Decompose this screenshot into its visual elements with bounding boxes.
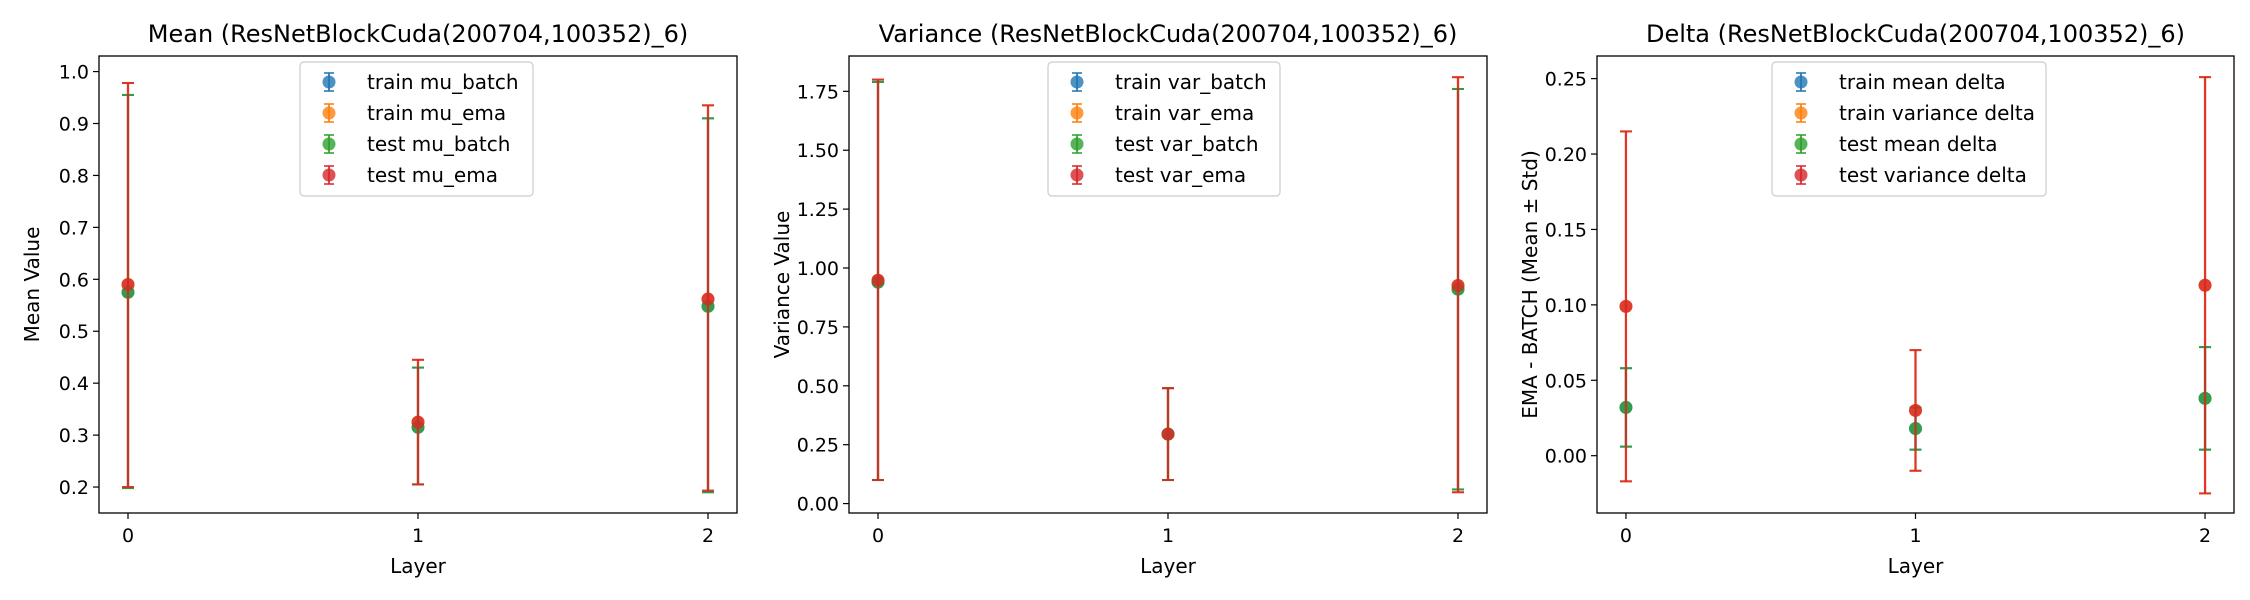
legend-label: test var_ema (1115, 163, 1246, 187)
legend-label: train variance delta (1839, 101, 2035, 125)
y-tick-label: 0.05 (1545, 370, 1587, 392)
data-point (2198, 278, 2212, 292)
legend-label: train mu_ema (367, 101, 506, 125)
legend-marker (322, 106, 336, 120)
legend-box (1771, 61, 2047, 197)
legend-marker (1794, 168, 1808, 182)
legend-label: train var_ema (1115, 101, 1254, 125)
y-tick-label: 0.15 (1545, 219, 1587, 241)
chart-title: Variance (ResNetBlockCuda(200704,100352)… (879, 20, 1458, 48)
chart-title: Delta (ResNetBlockCuda(200704,100352)_6) (1646, 20, 2185, 48)
y-tick-label: 0.5 (59, 321, 89, 343)
legend-marker (1070, 168, 1084, 182)
x-tick-label: 0 (872, 525, 884, 547)
y-tick-label: 0.00 (1545, 446, 1587, 468)
legend-marker (1794, 137, 1808, 151)
y-tick-label: 0.00 (797, 494, 839, 516)
x-axis-label: Layer (390, 554, 447, 578)
legend: train mean delta train variance delta test… (1771, 61, 2047, 197)
legend-marker (1070, 137, 1084, 151)
legend-label: test mu_batch (367, 132, 510, 156)
x-tick-label: 1 (1909, 525, 1921, 547)
legend-label: test mu_ema (367, 163, 498, 187)
series-3 (121, 82, 715, 492)
data-point (1619, 299, 1633, 313)
y-tick-label: 0.50 (797, 376, 839, 398)
legend-label: train mu_batch (367, 70, 519, 94)
y-tick-label: 0.6 (59, 269, 89, 291)
y-axis-label: Mean Value (20, 227, 44, 343)
y-tick-label: 0.3 (59, 425, 89, 447)
legend-box (1047, 61, 1281, 197)
x-axis-label: Layer (1140, 554, 1197, 578)
y-tick-label: 0.9 (59, 114, 89, 136)
data-point (871, 273, 885, 287)
legend-marker (1794, 106, 1808, 120)
data-point (1161, 427, 1175, 441)
y-tick-label: 0.7 (59, 217, 89, 239)
x-tick-label: 1 (1162, 525, 1174, 547)
series-3 (1619, 76, 2212, 495)
legend-marker (322, 168, 336, 182)
y-tick-label: 0.20 (1545, 144, 1587, 166)
legend-label: train mean delta (1839, 70, 2006, 94)
data-point (411, 415, 425, 429)
y-tick-label: 0.75 (797, 317, 839, 339)
data-point (121, 278, 135, 291)
y-tick-label: 1.00 (797, 258, 839, 280)
y-tick-label: 0.2 (59, 477, 89, 499)
y-tick-label: 0.25 (797, 435, 839, 457)
x-tick-label: 2 (702, 525, 714, 547)
y-tick-label: 1.25 (797, 199, 839, 221)
y-tick-label: 1.0 (59, 62, 89, 84)
x-tick-label: 2 (1452, 525, 1464, 547)
x-tick-label: 1 (412, 525, 424, 547)
y-tick-label: 0.4 (59, 373, 89, 395)
y-tick-label: 1.75 (797, 81, 839, 103)
y-axis-label: Variance Value (770, 211, 794, 359)
chart-panel-0: Mean (ResNetBlockCuda(200704,100352)_6) 0… (20, 20, 738, 578)
chart-title: Mean (ResNetBlockCuda(200704,100352)_6) (148, 20, 688, 48)
legend-label: test variance delta (1839, 163, 2027, 187)
legend-marker (322, 137, 336, 151)
legend-marker (1070, 106, 1084, 120)
y-tick-label: 1.50 (797, 140, 839, 162)
legend-marker (1794, 75, 1808, 89)
data-point (701, 292, 715, 306)
y-axis-label: EMA - BATCH (Mean ± Std) (1518, 150, 1542, 419)
data-point (1909, 403, 1922, 417)
x-tick-label: 0 (1620, 525, 1632, 547)
y-tick-label: 0.25 (1545, 69, 1587, 91)
data-point (1451, 278, 1465, 292)
legend-box (299, 61, 534, 197)
x-tick-label: 2 (2199, 525, 2211, 547)
legend-label: train var_batch (1115, 70, 1267, 94)
x-axis-label: Layer (1888, 554, 1945, 578)
legend-label: test var_batch (1115, 132, 1259, 156)
y-tick-label: 0.10 (1545, 295, 1587, 317)
chart-panel-2: Delta (ResNetBlockCuda(200704,100352)_6)… (1518, 20, 2235, 578)
legend-marker (1070, 75, 1084, 89)
legend-marker (322, 75, 336, 89)
x-tick-label: 0 (122, 525, 134, 547)
legend-label: test mean delta (1839, 132, 1998, 156)
chart-panel-1: Variance (ResNetBlockCuda(200704,100352)… (770, 20, 1488, 578)
series-3 (871, 76, 1465, 494)
y-tick-label: 0.8 (59, 165, 89, 187)
